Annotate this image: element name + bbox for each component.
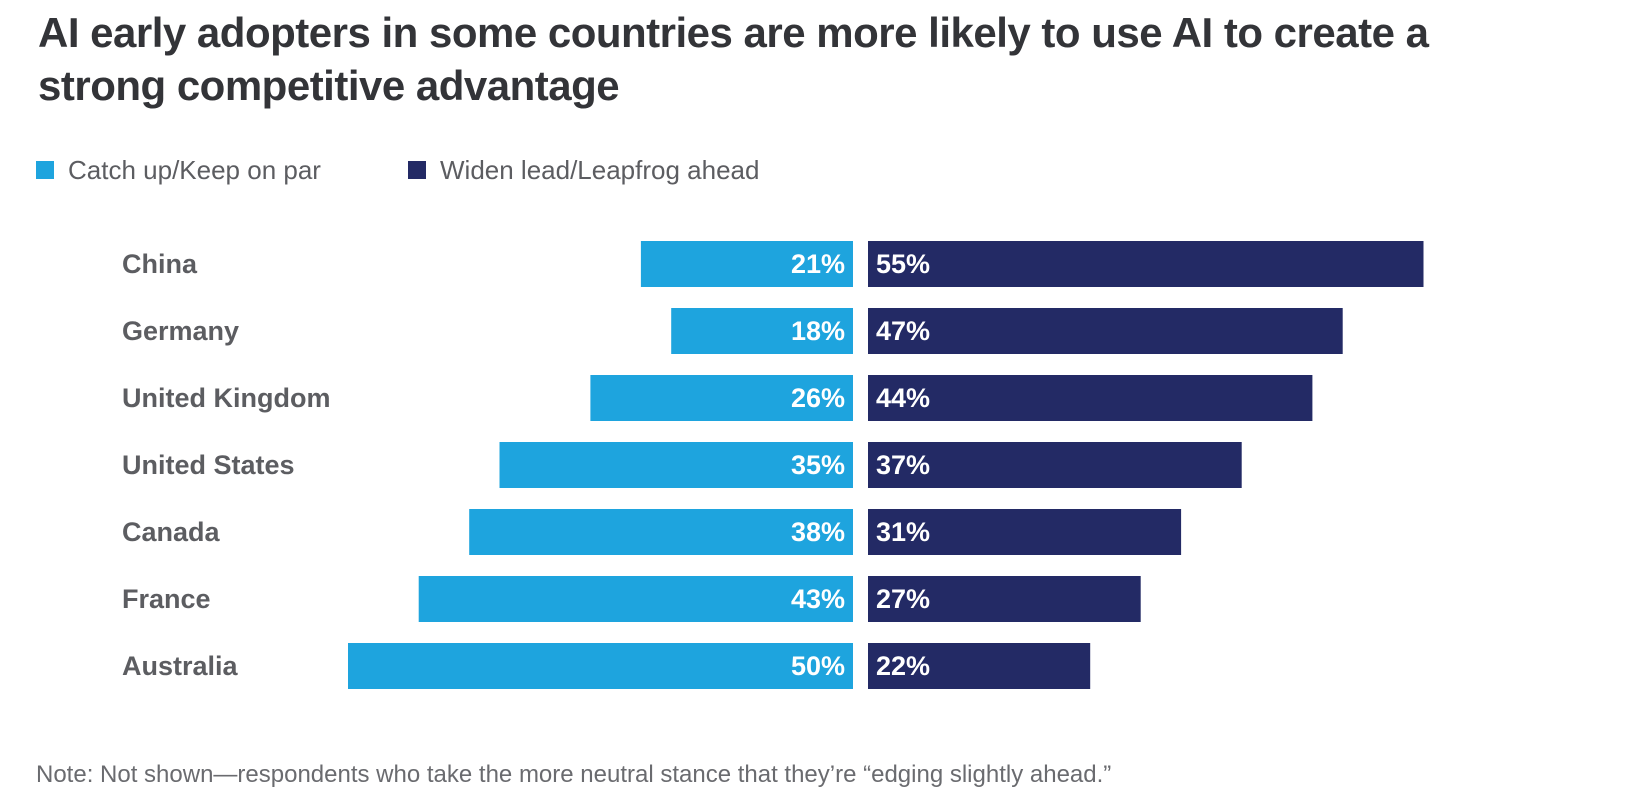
- category-label-france: France: [122, 584, 211, 614]
- value-label-widen-lead-canada: 31%: [876, 517, 930, 547]
- bar-widen-lead-united-states: [868, 442, 1242, 488]
- legend-label-widen-lead: Widen lead/Leapfrog ahead: [440, 155, 760, 185]
- value-label-widen-lead-united-states: 37%: [876, 450, 930, 480]
- legend-item-catch-up: Catch up/Keep on par: [36, 155, 321, 185]
- bar-catch-up-united-states: [499, 442, 853, 488]
- legend-swatch-widen-lead: [408, 161, 426, 179]
- bar-catch-up-canada: [469, 509, 853, 555]
- bar-widen-lead-germany: [868, 308, 1343, 354]
- legend-swatch-catch-up: [36, 161, 54, 179]
- bar-widen-lead-australia: [868, 643, 1091, 689]
- bar-catch-up-germany: [671, 308, 853, 354]
- value-label-catch-up-canada: 38%: [791, 517, 845, 547]
- value-label-catch-up-china: 21%: [791, 249, 845, 279]
- bar-widen-lead-canada: [868, 509, 1182, 555]
- bar-catch-up-china: [640, 241, 853, 287]
- legend-label-catch-up: Catch up/Keep on par: [68, 155, 321, 185]
- category-label-china: China: [122, 249, 198, 279]
- category-label-germany: Germany: [122, 316, 239, 346]
- category-label-canada: Canada: [122, 517, 221, 547]
- category-label-united-states: United States: [122, 450, 295, 480]
- chart-title: AI early adopters in some countries are …: [38, 9, 1429, 109]
- bar-catch-up-france: [418, 576, 853, 622]
- value-label-widen-lead-united-kingdom: 44%: [876, 383, 930, 413]
- category-label-australia: Australia: [122, 651, 239, 681]
- value-label-widen-lead-germany: 47%: [876, 316, 930, 346]
- value-label-catch-up-united-kingdom: 26%: [791, 383, 845, 413]
- category-label-united-kingdom: United Kingdom: [122, 383, 330, 413]
- value-label-catch-up-france: 43%: [791, 584, 845, 614]
- value-label-widen-lead-china: 55%: [876, 249, 930, 279]
- value-label-catch-up-germany: 18%: [791, 316, 845, 346]
- bar-widen-lead-united-kingdom: [868, 375, 1313, 421]
- bar-catch-up-united-kingdom: [590, 375, 853, 421]
- bar-catch-up-australia: [348, 643, 853, 689]
- value-label-catch-up-australia: 50%: [791, 651, 845, 681]
- bar-widen-lead-china: [868, 241, 1424, 287]
- value-label-catch-up-united-states: 35%: [791, 450, 845, 480]
- value-label-widen-lead-france: 27%: [876, 584, 930, 614]
- bar-widen-lead-france: [868, 576, 1141, 622]
- chart-note: Note: Not shown—respondents who take the…: [36, 761, 1112, 788]
- legend-item-widen-lead: Widen lead/Leapfrog ahead: [408, 155, 759, 185]
- value-label-widen-lead-australia: 22%: [876, 651, 930, 681]
